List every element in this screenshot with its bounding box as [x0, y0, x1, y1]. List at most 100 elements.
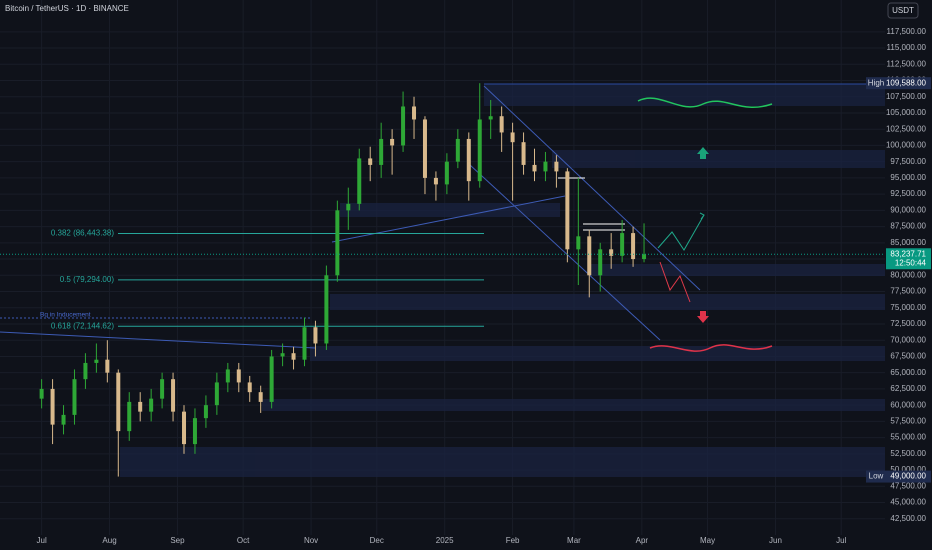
candle-body: [477, 119, 482, 182]
y-tick-label: 60,000.00: [890, 400, 926, 409]
candle-body: [72, 379, 77, 415]
x-tick-label: Jul: [836, 536, 846, 545]
tag-box: [866, 77, 886, 90]
candle-body: [587, 236, 592, 276]
candle-body: [346, 203, 351, 211]
price-label: 49,000.00: [890, 472, 926, 481]
zone: [340, 203, 560, 217]
candle-body: [313, 327, 318, 344]
y-tick-label: 107,500.00: [886, 92, 927, 101]
chart-title: Bitcoin / TetherUS · 1D · BINANCE: [5, 4, 129, 13]
last-price: 83,237.71: [890, 249, 926, 258]
y-tick-label: 75,000.00: [890, 303, 926, 312]
candle-body: [444, 161, 449, 185]
candle-body: [116, 372, 121, 432]
candle-body: [105, 359, 110, 373]
candle-body: [510, 132, 515, 143]
y-tick-label: 52,500.00: [890, 449, 926, 458]
wave-green: [637, 97, 773, 109]
y-tick-label: 65,000.00: [890, 368, 926, 377]
candle-body: [379, 138, 384, 165]
tag: Low: [869, 472, 884, 481]
trendline: [0, 331, 316, 349]
zone: [484, 84, 885, 106]
x-tick-label: Oct: [237, 536, 250, 545]
candle-body: [236, 369, 241, 383]
candle-body: [225, 369, 230, 383]
candle-body: [631, 233, 636, 260]
zone: [552, 150, 885, 168]
candle-body: [642, 254, 647, 260]
trendlines: [0, 83, 885, 352]
zones: [120, 84, 885, 477]
candle-body: [302, 327, 307, 360]
x-tick-label: Sep: [170, 536, 185, 545]
candle-body: [368, 158, 373, 165]
projection-down: [659, 261, 691, 303]
currency-button[interactable]: [887, 2, 919, 19]
y-tick-label: 95,000.00: [890, 173, 926, 182]
candle-body: [138, 401, 143, 412]
candle-body: [620, 233, 625, 256]
fib-label: 0.5 (79,294.00): [60, 275, 115, 284]
last-price-box: [886, 248, 931, 270]
x-tick-label: Mar: [567, 536, 581, 545]
y-tick-label: 57,500.00: [890, 416, 926, 425]
price-label: 109,588.00: [886, 78, 927, 87]
fib-label: 0.618 (72,144.62): [51, 321, 114, 330]
y-tick-label: 50,000.00: [890, 465, 926, 474]
y-tick-label: 42,500.00: [890, 514, 926, 523]
candle-body: [149, 398, 154, 412]
candle-body: [39, 388, 44, 399]
candle-body: [258, 392, 263, 402]
y-tick-label: 45,000.00: [890, 498, 926, 507]
trendline: [483, 85, 701, 291]
price-box: [886, 470, 931, 483]
y-tick-label: 100,000.00: [886, 141, 927, 150]
zone: [310, 346, 885, 361]
candle-body: [466, 138, 471, 182]
zone: [262, 399, 885, 411]
price-axis: [885, 0, 932, 550]
y-tick-label: 112,500.00: [887, 59, 927, 68]
candle-body: [401, 106, 406, 146]
x-axis: Jul Aug Sep Oct Nov Dec 2025 Feb Mar Apr May Jun Jul: [37, 536, 847, 545]
fib-levels: 0.382 (86,443.38) 0.5 (79,294.00) 0.618 (7…: [51, 229, 484, 330]
fib-label: 0.382 (86,443.38): [51, 229, 114, 238]
countdown: 12:50:44: [895, 258, 927, 267]
y-tick-label: 72,500.00: [890, 319, 926, 328]
x-tick-label: 2025: [436, 536, 454, 545]
y-tick-label: 97,500.00: [890, 157, 926, 166]
y-tick-label: 85,000.00: [890, 238, 926, 247]
candle-body: [422, 119, 427, 178]
x-tick-label: May: [700, 536, 715, 545]
candle-body: [247, 382, 252, 393]
candle-body: [94, 359, 99, 363]
candle-body: [390, 138, 395, 146]
box-line: [558, 177, 625, 231]
badges: High 109,588.00 Low 49,000.00 83,237.7112:50…: [0, 77, 931, 483]
y-tick-label: 115,000.00: [887, 43, 927, 52]
currency: USDT: [892, 6, 914, 15]
candle-body: [521, 142, 526, 165]
candle-body: [576, 236, 581, 250]
y-tick-label: 47,500.00: [890, 481, 926, 490]
y-tick-label: 117,500.00: [887, 27, 927, 36]
candle-body: [598, 249, 603, 276]
candle-body: [280, 353, 285, 357]
zone: [590, 264, 885, 276]
candle-body: [192, 418, 197, 445]
candle-body: [455, 138, 460, 162]
candle-body: [565, 171, 570, 250]
candle-body: [83, 362, 88, 380]
y-tick-label: 70,000.00: [890, 335, 926, 344]
candle-body: [532, 164, 537, 172]
candle-body: [291, 353, 296, 360]
x-tick-label: Feb: [506, 536, 520, 545]
y-tick-label: 92,500.00: [890, 189, 926, 198]
arrow-up-icon: [697, 147, 709, 159]
candle-body: [160, 379, 165, 399]
candle-body: [335, 210, 340, 276]
